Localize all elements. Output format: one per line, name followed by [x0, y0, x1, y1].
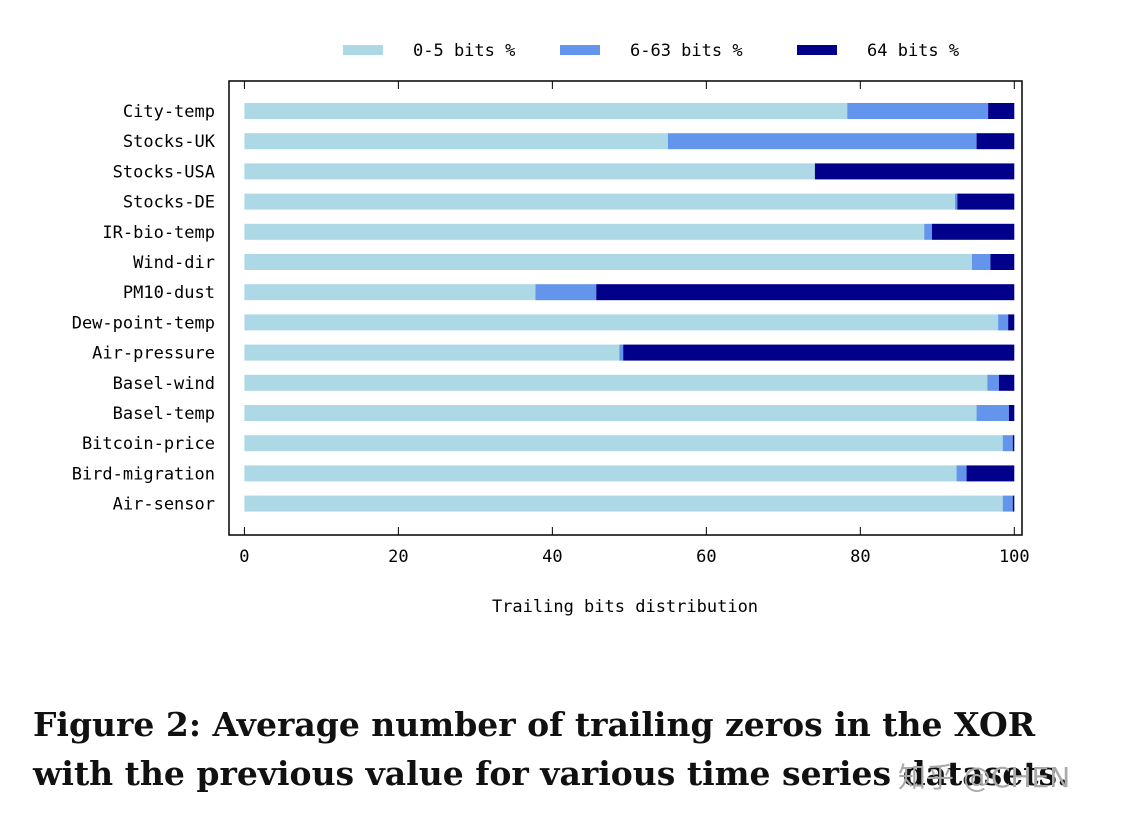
bar-segment: [1002, 495, 1013, 512]
y-tick-label: Wind-dir: [133, 253, 215, 273]
x-tick-label: 80: [850, 547, 870, 567]
watermark: 知乎 @CHEN: [898, 761, 1071, 794]
bar-segment: [987, 374, 999, 391]
y-tick-label: Stocks-DE: [123, 193, 215, 213]
bar-segment: [1012, 435, 1015, 452]
bar-segment: [244, 223, 925, 240]
bar-segment: [1002, 435, 1013, 452]
bar-segment: [244, 193, 956, 210]
bar-segment: [847, 103, 989, 119]
bar-segment: [619, 344, 624, 361]
bar-segment: [596, 284, 1015, 301]
stacked-bar-chart: 0-5 bits % 6-63 bits % 64 bits % City-temp…: [72, 41, 1030, 617]
bar-segment: [1012, 495, 1015, 512]
bar-segment: [244, 495, 1003, 512]
bar-segment: [971, 254, 991, 270]
bar-segment: [966, 465, 1015, 482]
bar-segment: [990, 254, 1015, 270]
legend-swatch: [560, 45, 600, 55]
x-tick-label: 20: [388, 547, 408, 567]
x-axis-label: Trailing bits distribution: [492, 597, 758, 617]
bar-segment: [244, 284, 536, 301]
bar-segment: [956, 465, 967, 482]
legend-swatch: [343, 45, 383, 55]
bar-segment: [1008, 405, 1015, 421]
y-tick-label: Bitcoin-price: [82, 434, 215, 454]
bar-segment: [244, 465, 957, 482]
legend-label: 0-5 bits %: [413, 41, 515, 61]
y-tick-labels: City-temp Stocks-UK Stocks-USA Stocks-DE IR-…: [72, 102, 216, 515]
bar-segment: [623, 344, 1015, 361]
bar-segment: [244, 103, 848, 119]
bar-segment: [535, 284, 597, 301]
y-tick-label: Dew-point-temp: [72, 313, 215, 333]
bar-segment: [1008, 314, 1015, 331]
y-tick-label: Bird-migration: [72, 464, 215, 484]
legend: 0-5 bits % 6-63 bits % 64 bits %: [343, 41, 959, 61]
x-tick-label: 0: [239, 547, 249, 567]
bar-segment: [924, 223, 932, 240]
bar-segment: [244, 314, 999, 331]
legend-label: 6-63 bits %: [630, 41, 743, 61]
figure-caption: Figure 2: Average number of trailing zer…: [33, 705, 1069, 793]
y-tick-label: Air-sensor: [113, 495, 215, 515]
x-tick-labels: 0 20 40 60 80 100: [239, 81, 1030, 567]
bar-segment: [244, 344, 620, 361]
bar-segment: [667, 133, 977, 150]
bar-segment: [957, 193, 1015, 210]
bars: [244, 103, 1015, 512]
bar-segment: [244, 405, 977, 421]
x-tick-label: 60: [696, 547, 716, 567]
bar-segment: [976, 405, 1009, 421]
legend-label: 64 bits %: [867, 41, 959, 61]
bar-segment: [988, 103, 1015, 119]
y-tick-label: Air-pressure: [92, 344, 215, 364]
plot-frame: [228, 80, 1023, 536]
legend-swatch: [797, 45, 837, 55]
y-tick-label: Basel-wind: [113, 374, 215, 394]
bar-segment: [955, 193, 958, 210]
bar-segment: [244, 133, 668, 150]
y-tick-label: City-temp: [123, 102, 215, 122]
bar-segment: [244, 254, 972, 270]
bar-segment: [998, 374, 1015, 391]
x-tick-label: 100: [999, 547, 1030, 567]
y-tick-label: Stocks-UK: [123, 132, 216, 152]
bar-segment: [931, 223, 1015, 240]
bar-segment: [998, 314, 1009, 331]
bar-segment: [244, 435, 1003, 452]
bar-segment: [976, 133, 1015, 150]
y-tick-label: IR-bio-temp: [102, 223, 215, 243]
bar-segment: [814, 163, 1015, 180]
bar-segment: [244, 163, 815, 180]
x-tick-label: 40: [542, 547, 562, 567]
y-tick-label: Basel-temp: [113, 404, 215, 424]
y-tick-label: Stocks-USA: [113, 162, 215, 182]
bar-segment: [244, 374, 988, 391]
y-tick-label: PM10-dust: [123, 283, 215, 303]
